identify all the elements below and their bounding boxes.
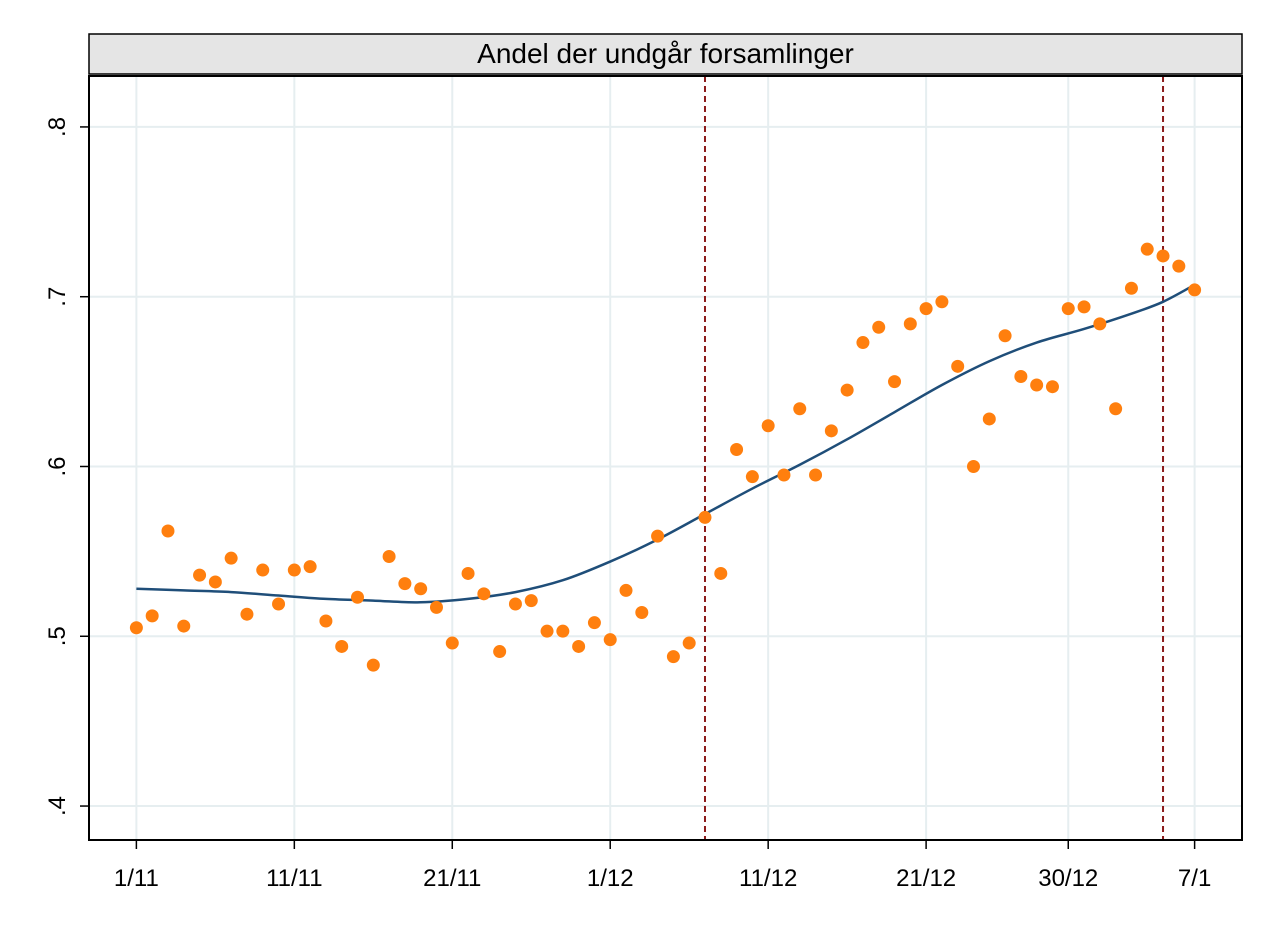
data-point: [366, 658, 380, 672]
data-point: [1188, 283, 1202, 297]
plot-area: [89, 76, 1242, 840]
x-gridlines: [135, 76, 1196, 840]
data-point: [461, 566, 475, 580]
reference-lines: [703, 76, 1165, 840]
y-tick-label: .6: [44, 456, 71, 476]
data-point: [730, 443, 744, 457]
data-point: [951, 359, 965, 373]
data-point: [414, 582, 428, 596]
data-point: [572, 639, 586, 653]
data-point: [524, 594, 538, 608]
data-point: [998, 329, 1012, 343]
data-point: [303, 560, 317, 574]
data-point: [635, 605, 649, 619]
data-point: [761, 419, 775, 433]
data-point: [398, 577, 412, 591]
data-point: [619, 583, 633, 597]
data-point: [145, 609, 159, 623]
data-point: [1172, 259, 1186, 273]
x-tick-label: 11/12: [739, 865, 797, 892]
data-point: [287, 563, 301, 577]
data-point: [1093, 317, 1107, 331]
data-point: [1045, 380, 1059, 394]
data-point: [666, 650, 680, 664]
data-point: [809, 468, 823, 482]
data-point: [224, 551, 238, 565]
data-point: [256, 563, 270, 577]
data-point: [888, 375, 902, 389]
data-point: [177, 619, 191, 633]
title-strip: [88, 33, 1243, 75]
data-point: [651, 529, 665, 543]
x-tick-label: 1/11: [114, 865, 159, 892]
data-point: [603, 633, 617, 647]
data-point: [208, 575, 222, 589]
fit-line: [136, 283, 1196, 604]
data-point: [966, 459, 980, 473]
data-point: [682, 636, 696, 650]
x-axis: 1/11 11/11 21/11 1/12 11/12 21/12 30/12 7/1: [114, 840, 1211, 892]
data-point: [777, 468, 791, 482]
data-point: [1156, 249, 1170, 263]
data-point: [745, 470, 759, 484]
data-point: [824, 424, 838, 438]
fit-line-group: [136, 283, 1196, 604]
y-tick-label: .4: [44, 796, 71, 816]
data-point: [335, 639, 349, 653]
y-gridlines: [89, 125, 1242, 808]
data-point: [445, 636, 459, 650]
data-point: [161, 524, 175, 538]
data-point: [1140, 242, 1154, 256]
y-tick-label: .8: [44, 117, 71, 137]
y-axis: .4 .5 .6 .7 .8: [44, 117, 89, 816]
data-point: [240, 607, 254, 621]
data-point: [840, 383, 854, 397]
data-point: [193, 568, 207, 582]
data-point: [1030, 378, 1044, 392]
y-tick-label: .7: [44, 287, 71, 307]
data-point: [351, 590, 365, 604]
data-point: [1109, 402, 1123, 416]
data-point: [319, 614, 333, 628]
x-tick-label: 21/12: [896, 865, 956, 892]
data-point: [477, 587, 491, 601]
x-tick-label: 7/1: [1178, 865, 1211, 892]
data-point: [429, 600, 443, 614]
data-point: [540, 624, 554, 638]
data-point: [1061, 302, 1075, 316]
x-tick-label: 30/12: [1038, 865, 1098, 892]
x-tick-label: 1/12: [587, 865, 634, 892]
data-point: [919, 302, 933, 316]
data-point: [508, 597, 522, 611]
data-points: [129, 242, 1202, 672]
data-point: [556, 624, 570, 638]
chart-title: Andel der undgår forsamlinger: [477, 38, 854, 69]
data-point: [935, 295, 949, 309]
data-point: [698, 510, 712, 524]
data-point: [1014, 370, 1028, 384]
data-point: [1124, 281, 1138, 295]
data-point: [129, 621, 143, 635]
plot-frame: [88, 75, 1243, 841]
x-tick-label: 11/11: [266, 865, 323, 892]
data-point: [714, 566, 728, 580]
data-point: [982, 412, 996, 426]
data-point: [493, 645, 507, 659]
data-point: [587, 616, 601, 630]
x-tick-label: 21/11: [423, 865, 481, 892]
data-point: [872, 320, 886, 334]
data-point: [856, 336, 870, 350]
data-point: [382, 549, 396, 563]
y-tick-label: .5: [44, 626, 71, 646]
data-point: [793, 402, 807, 416]
data-point: [1077, 300, 1091, 314]
data-point: [272, 597, 286, 611]
data-point: [903, 317, 917, 331]
